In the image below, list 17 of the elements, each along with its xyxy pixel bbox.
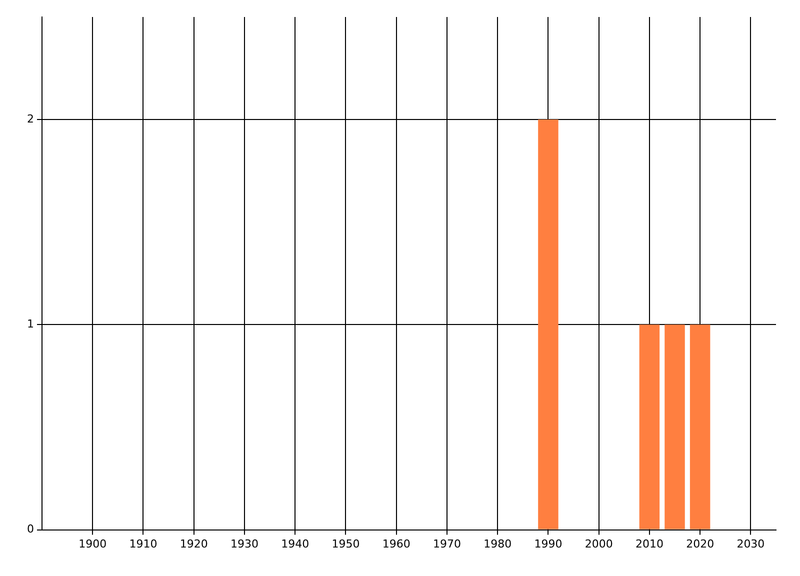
y-tick-label: 1: [27, 318, 34, 331]
x-tick-label: 1900: [78, 537, 107, 550]
x-tick-label: 1980: [484, 537, 512, 550]
x-tick-label: 1920: [180, 537, 208, 550]
x-tick-label: 1990: [534, 537, 562, 550]
x-tick-label: 2030: [736, 537, 765, 550]
x-tick-label: 1910: [129, 537, 158, 550]
x-tick-label: 1970: [432, 537, 461, 550]
x-tick-label: 1950: [332, 537, 360, 550]
x-tick-label: 1940: [281, 537, 310, 550]
y-tick-label: 0: [27, 522, 34, 536]
x-tick-label: 2020: [686, 537, 714, 550]
y-tick-label: 2: [27, 112, 34, 126]
x-tick-label: 1930: [230, 537, 258, 550]
x-tick-label: 2010: [635, 537, 664, 550]
x-tick-label: 1960: [382, 537, 410, 550]
x-tick-label: 2000: [584, 537, 613, 550]
